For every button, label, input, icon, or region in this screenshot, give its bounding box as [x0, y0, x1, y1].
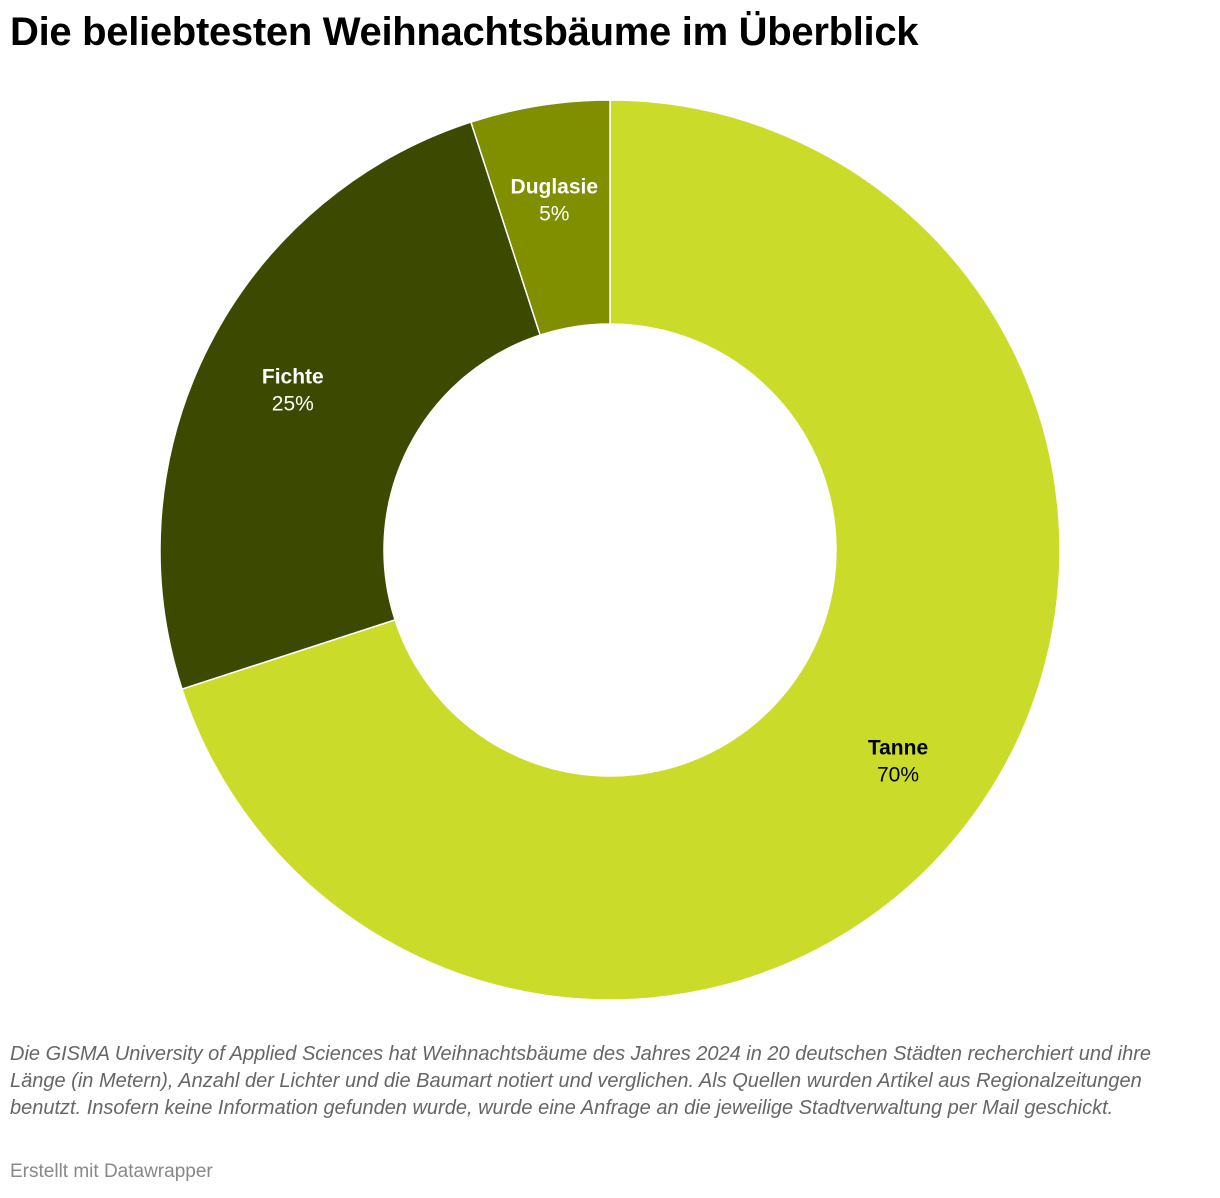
slice-label-fichte: Fichte — [262, 365, 324, 388]
slice-fichte — [159, 121, 542, 691]
slice-group — [159, 99, 1061, 1001]
slice-value-fichte: 25% — [272, 392, 314, 415]
slice-value-duglasie: 5% — [539, 202, 569, 225]
slice-label-duglasie: Duglasie — [511, 175, 599, 198]
label-group: Tanne 70% Fichte 25% Duglasie 5% — [262, 175, 928, 786]
slice-duglasie — [469, 99, 611, 337]
slice-tanne — [181, 99, 1061, 1001]
slice-label-tanne: Tanne — [868, 736, 928, 759]
chart-title: Die beliebtesten Weihnachtsbäume im Über… — [10, 10, 919, 54]
donut-chart: Tanne 70% Fichte 25% Duglasie 5% — [159, 99, 1061, 1001]
credit-text: Erstellt mit Datawrapper — [10, 1161, 213, 1182]
chart-notes: Die GISMA University of Applied Sciences… — [10, 1043, 1152, 1119]
slice-value-tanne: 70% — [877, 763, 919, 786]
